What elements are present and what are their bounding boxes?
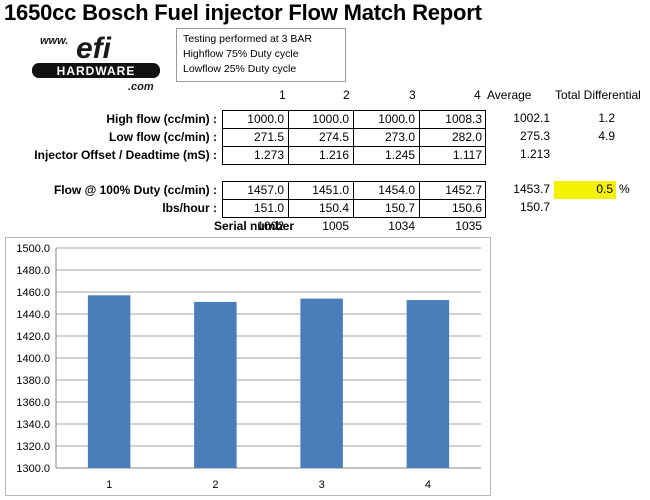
row-label-lbs-hour: lbs/hour : xyxy=(162,201,217,215)
serial-4: 1035 xyxy=(455,219,482,233)
cell-flow100-4: 1452.7 xyxy=(445,183,482,197)
avg-high: 1002.1 xyxy=(513,111,550,125)
bar-injector-3 xyxy=(300,298,343,468)
total-differential-header: Total Differential xyxy=(555,88,641,102)
cell-flow100-3: 1454.0 xyxy=(378,183,415,197)
logo-www: www. xyxy=(40,35,68,47)
logo-dotcom: .com xyxy=(128,81,154,92)
flow-chart-frame: 1300.0 1320.0 1340.0 1360.0 1380.0 1400.0 1420… xyxy=(5,237,491,496)
y-tick-label: 1480.0 xyxy=(16,265,50,277)
x-tick-label: 3 xyxy=(319,479,325,491)
avg-flow-100: 1453.7 xyxy=(513,182,550,196)
y-tick-label: 1500.0 xyxy=(16,243,50,255)
bar-injector-4 xyxy=(406,300,450,468)
bar-injector-2 xyxy=(194,301,237,468)
cell-low-1: 271.5 xyxy=(253,130,284,144)
y-tick-label: 1440.0 xyxy=(16,309,50,321)
y-tick-label: 1340.0 xyxy=(16,419,50,431)
cell-lbs-3: 150.7 xyxy=(384,201,415,215)
flow-table-2 xyxy=(222,181,486,218)
diff-high: 1.2 xyxy=(598,111,615,125)
cell-dead-3: 1.245 xyxy=(384,148,415,162)
cell-high-1: 1000.0 xyxy=(247,112,284,126)
diff-flow-100: 0.5 xyxy=(596,182,613,196)
test-notes-box: Testing performed at 3 BAR Highflow 75% … xyxy=(176,28,346,82)
row-label-high-flow: High flow (cc/min) : xyxy=(106,112,217,126)
serial-1: 1002 xyxy=(257,219,284,233)
y-tick-label: 1460.0 xyxy=(16,287,50,299)
y-tick-label: 1320.0 xyxy=(16,441,50,453)
cell-lbs-1: 151.0 xyxy=(253,201,284,215)
y-tick-label: 1300.0 xyxy=(16,463,50,475)
row-label-serial: Serial number xyxy=(213,219,294,233)
serial-3: 1034 xyxy=(388,219,415,233)
y-tick-label: 1420.0 xyxy=(16,331,50,343)
x-tick-label: 1 xyxy=(106,479,112,491)
cell-low-4: 282.0 xyxy=(451,130,482,144)
row-label-deadtime: Injector Offset / Deadtime (mS) : xyxy=(34,148,217,162)
serial-2: 1005 xyxy=(322,219,349,233)
col-header-4: 4 xyxy=(474,88,481,102)
cell-high-2: 1000.0 xyxy=(312,112,349,126)
y-tick-label: 1360.0 xyxy=(16,397,50,409)
cell-dead-2: 1.216 xyxy=(318,148,349,162)
differential-highlight xyxy=(554,181,616,199)
x-tick-label: 4 xyxy=(425,479,431,491)
y-tick-label: 1400.0 xyxy=(16,353,50,365)
avg-deadtime: 1.213 xyxy=(519,147,550,161)
avg-lbs-hour: 150.7 xyxy=(519,200,550,214)
cell-high-3: 1000.0 xyxy=(378,112,415,126)
cell-flow100-1: 1457.0 xyxy=(247,183,284,197)
cell-high-4: 1008.3 xyxy=(445,112,482,126)
cell-dead-1: 1.273 xyxy=(253,148,284,162)
cell-low-2: 274.5 xyxy=(318,130,349,144)
logo-efi: efi xyxy=(76,32,112,65)
cell-flow100-2: 1451.0 xyxy=(312,183,349,197)
avg-low: 275.3 xyxy=(519,129,550,143)
flow-table-1 xyxy=(222,110,486,165)
row-label-low-flow: Low flow (cc/min) : xyxy=(109,130,217,144)
diff-unit: % xyxy=(619,182,630,196)
average-header: Average xyxy=(487,88,532,102)
col-header-3: 3 xyxy=(409,88,416,102)
cell-low-3: 273.0 xyxy=(384,130,415,144)
report-title: 1650cc Bosch Fuel injector Flow Match Re… xyxy=(4,0,482,25)
cell-lbs-4: 150.6 xyxy=(451,201,482,215)
cell-lbs-2: 150.4 xyxy=(318,201,349,215)
note-line: Lowflow 25% Duty cycle xyxy=(183,63,297,75)
row-label-flow-100: Flow @ 100% Duty (cc/min) : xyxy=(53,183,217,197)
col-header-1: 1 xyxy=(279,88,286,102)
note-line: Highflow 75% Duty cycle xyxy=(183,48,299,60)
efi-hardware-logo: www. efi HARDWARE .com xyxy=(32,32,160,92)
cell-dead-4: 1.117 xyxy=(452,148,482,162)
x-tick-label: 2 xyxy=(212,479,218,491)
logo-hardware: HARDWARE xyxy=(57,64,136,78)
note-line: Testing performed at 3 BAR xyxy=(183,33,312,45)
bar-injector-1 xyxy=(87,295,131,468)
diff-low: 4.9 xyxy=(598,129,615,143)
y-tick-label: 1380.0 xyxy=(16,375,50,387)
col-header-2: 2 xyxy=(343,88,350,102)
flow-bar-chart: 1300.0 1320.0 1340.0 1360.0 1380.0 1400.0 1420… xyxy=(16,243,481,491)
